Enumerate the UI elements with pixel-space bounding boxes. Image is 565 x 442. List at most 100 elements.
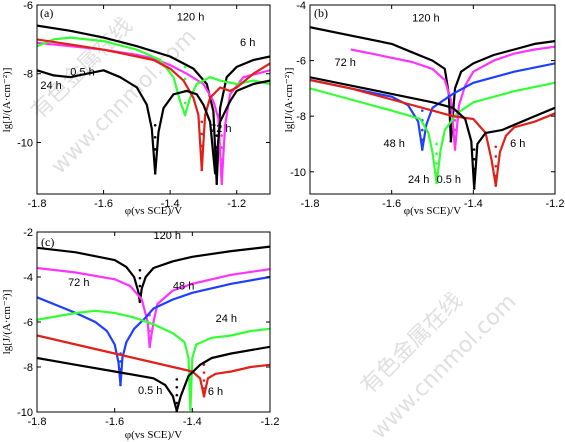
x-tick-label-b-0: -1.8: [301, 198, 320, 210]
y-tick-label-a-0: -6: [23, 0, 33, 12]
series-point-c-0-1: [138, 292, 142, 296]
series-annotation-c-4: 0.5 h: [138, 385, 162, 397]
series-point-a-0-0: [215, 182, 219, 185]
series-point-c-4-3: [202, 371, 206, 374]
series-annotation-c-5: 6 h: [208, 386, 223, 398]
series-point-b-5-4: [472, 148, 476, 151]
series-point-b-4-4: [494, 145, 498, 149]
y-axis-label-b: lg[J/(A·cm⁻²)]: [283, 68, 295, 133]
x-tick-label-b-3: -1.2: [546, 198, 565, 210]
series-point-c-0-3: [138, 276, 142, 280]
series-point-a-4-0: [153, 172, 157, 175]
x-tick-label-a-3: -1.2: [227, 198, 246, 210]
series-point-b-3-4: [435, 142, 438, 146]
series-point-c-4-0: [202, 394, 206, 398]
chart-panel-c: -1.8 -1.6 -1.4 -1.2 -2 -4 -6 -8 -10 φ(vs SCE)/V lg…: [1, 227, 279, 441]
series-point-b-5-1: [472, 177, 476, 181]
series-annotation-a-0: 120 h: [177, 11, 205, 23]
series-point-a-3-0: [200, 168, 204, 172]
plot-frame-b: [309, 4, 556, 195]
chart-panel-a: -1.8 -1.6 -1.4 -1.2 -6 -8 -10 φ(vs SCE)/V lg[J/(…: [1, 0, 271, 217]
series-group-c: [37, 245, 270, 412]
series-point-a-3-1: [200, 156, 204, 160]
series-annotation-b-4: 0.5 h: [437, 174, 461, 186]
series-line-b-72h: [350, 45, 555, 151]
series-annotation-a-1: 6 h: [240, 37, 255, 49]
watermark-url-1: www.cnnmol.com: [47, 24, 202, 179]
series-annotation-b-3: 24 h: [408, 174, 429, 186]
series-point-c-0-0: [138, 300, 142, 304]
series-point-b-5-2: [472, 167, 476, 171]
x-tick-label-a-0: -1.8: [28, 198, 47, 210]
series-point-a-4-1: [153, 160, 157, 163]
series-point-c-3-0: [189, 408, 192, 412]
series-point-b-2-4: [420, 109, 424, 112]
y-tick-label-c-2: -6: [23, 317, 33, 329]
y-tick-label-b-2: -8: [296, 111, 306, 123]
series-point-c-3-3: [189, 384, 192, 388]
series-point-b-3-1: [435, 171, 438, 175]
series-point-b-0-0: [449, 139, 453, 143]
y-tick-label-a-1: -8: [23, 69, 33, 81]
series-point-c-2-3: [119, 360, 122, 363]
x-tick-label-c-3: -1.2: [261, 416, 280, 428]
x-axis-label-b: φ(vs SCE)/V: [404, 205, 461, 217]
series-point-c-1-2: [148, 329, 151, 333]
series-point-a-1-2: [220, 158, 224, 161]
series-point-c-5-0: [175, 409, 179, 412]
x-tick-label-a-2: -1.4: [161, 198, 180, 210]
series-annotation-c-1: 72 h: [68, 277, 89, 289]
series-annotation-a-3: 0.5 h: [70, 66, 94, 78]
series-line-a-6h: [37, 38, 270, 171]
panel-label-c: (c): [41, 235, 54, 249]
series-point-b-3-3: [435, 152, 438, 155]
series-point-b-3-2: [435, 162, 438, 165]
y-tick-label-b-1: -6: [296, 56, 306, 68]
panel-label-b: (b): [314, 6, 328, 20]
x-tick-label-b-1: -1.6: [382, 198, 401, 210]
series-point-c-1-0: [148, 345, 151, 349]
series-line-b-48h: [310, 62, 555, 151]
series-point-a-0-4: [215, 134, 219, 137]
y-tick-label-c-1: -4: [23, 272, 33, 284]
y-axis-label-c: lg[J/(A·cm⁻²)]: [1, 290, 13, 355]
series-point-a-3-3: [200, 132, 204, 136]
series-point-c-5-3: [175, 385, 179, 389]
series-line-c-48h: [37, 275, 270, 387]
series-point-a-2-3: [183, 77, 187, 81]
series-point-c-2-1: [119, 375, 122, 379]
series-point-c-1-1: [148, 337, 151, 341]
series-point-b-4-2: [494, 164, 498, 168]
series-point-c-5-4: [175, 378, 179, 381]
series-line-b-05h: [310, 76, 555, 190]
series-annotation-b-2: 48 h: [384, 138, 405, 150]
series-line-c-120h: [37, 245, 270, 303]
y-axis-label-a: lg[J/(A·cm⁻²)]: [1, 68, 13, 133]
y-tick-label-b-0: -4: [296, 0, 306, 12]
series-point-c-0-2: [138, 284, 142, 288]
x-tick-label-c-1: -1.6: [105, 416, 124, 428]
x-tick-label-b-2: -1.4: [464, 198, 483, 210]
chart-panel-b: -1.8 -1.6 -1.4 -1.2 -4 -6 -8 -10 φ(vs SCE)/V lg[J…: [283, 0, 564, 217]
series-point-b-1-3: [453, 119, 457, 122]
series-line-c-05h: [37, 345, 270, 412]
series-point-c-3-4: [189, 376, 192, 380]
series-point-c-5-2: [175, 393, 179, 397]
series-point-b-4-0: [494, 184, 498, 187]
series-point-c-4-1: [202, 387, 206, 390]
y-tick-label-c-4: -10: [17, 407, 33, 419]
y-tick-label-c-3: -8: [23, 362, 33, 374]
x-axis-label-c: φ(vs SCE)/V: [125, 429, 182, 441]
series-point-a-3-2: [200, 144, 204, 148]
series-line-a-05h: [37, 69, 270, 175]
series-point-a-4-3: [153, 136, 157, 139]
series-group-b: [310, 26, 555, 190]
series-point-a-2-1: [183, 101, 187, 105]
x-axis-label-a: φ(vs SCE)/V: [125, 205, 182, 217]
plot-frame-a: [36, 4, 271, 195]
series-point-c-3-2: [189, 392, 192, 396]
series-point-a-1-1: [220, 170, 224, 173]
series-point-c-2-2: [119, 367, 122, 371]
